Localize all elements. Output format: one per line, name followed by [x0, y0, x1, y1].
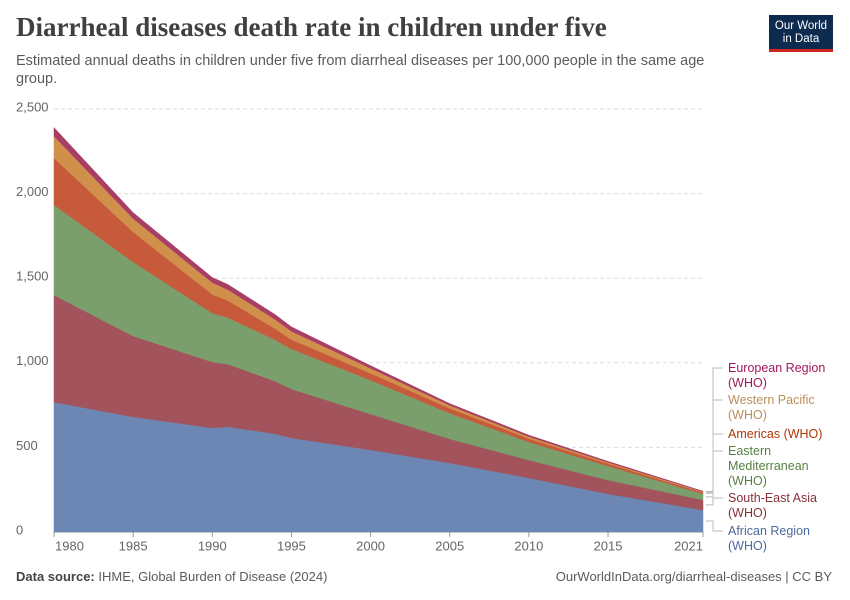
x-tick-label: 2005 — [435, 538, 464, 553]
x-tick-label: 1990 — [198, 538, 227, 553]
legend-connector — [706, 520, 723, 532]
footer-url[interactable]: OurWorldInData.org/diarrheal-diseases | … — [555, 569, 832, 584]
x-tick-label: 1985 — [119, 538, 148, 553]
legend-label[interactable]: Americas (WHO) — [728, 427, 823, 441]
legend-connector — [706, 433, 723, 494]
y-tick-label: 1,500 — [16, 269, 49, 284]
area — [53, 126, 704, 493]
chart-subtitle: Estimated annual deaths in children unde… — [16, 53, 705, 87]
legend-label[interactable]: Eastern Mediterranean (WHO) — [728, 444, 809, 488]
legend-label[interactable]: European Region (WHO) — [728, 361, 826, 390]
legend-connector — [706, 450, 723, 498]
footer-source: Data source: IHME, Global Burden of Dise… — [16, 569, 327, 584]
x-tick-label: 2010 — [514, 538, 543, 553]
legend-connector — [706, 497, 723, 506]
y-tick-label: 2,000 — [16, 184, 49, 199]
source-text: IHME, Global Burden of Disease (2024) — [98, 569, 328, 584]
chart-title: Diarrheal diseases death rate in childre… — [16, 12, 607, 42]
y-tick-label: 500 — [16, 438, 38, 453]
y-tick-label: 1,000 — [16, 353, 49, 368]
y-tick-label: 2,500 — [16, 99, 49, 114]
x-tick-label: 2015 — [594, 538, 623, 553]
legend-label[interactable]: African Region (WHO) — [728, 524, 810, 553]
x-tick-label: 2021 — [674, 538, 703, 553]
source-label: Data source: — [16, 569, 95, 584]
legend-connector — [706, 367, 723, 492]
legend-label[interactable]: Western Pacific (WHO) — [728, 393, 815, 422]
x-tick-label: 2000 — [356, 538, 385, 553]
logo[interactable]: Our World in Data — [769, 15, 833, 52]
legend-label[interactable]: South-East Asia (WHO) — [728, 491, 817, 520]
x-tick-label: 1995 — [277, 538, 306, 553]
y-tick-label: 0 — [16, 522, 23, 537]
x-tick-label: 1980 — [55, 538, 84, 553]
legend-connector — [706, 399, 723, 493]
